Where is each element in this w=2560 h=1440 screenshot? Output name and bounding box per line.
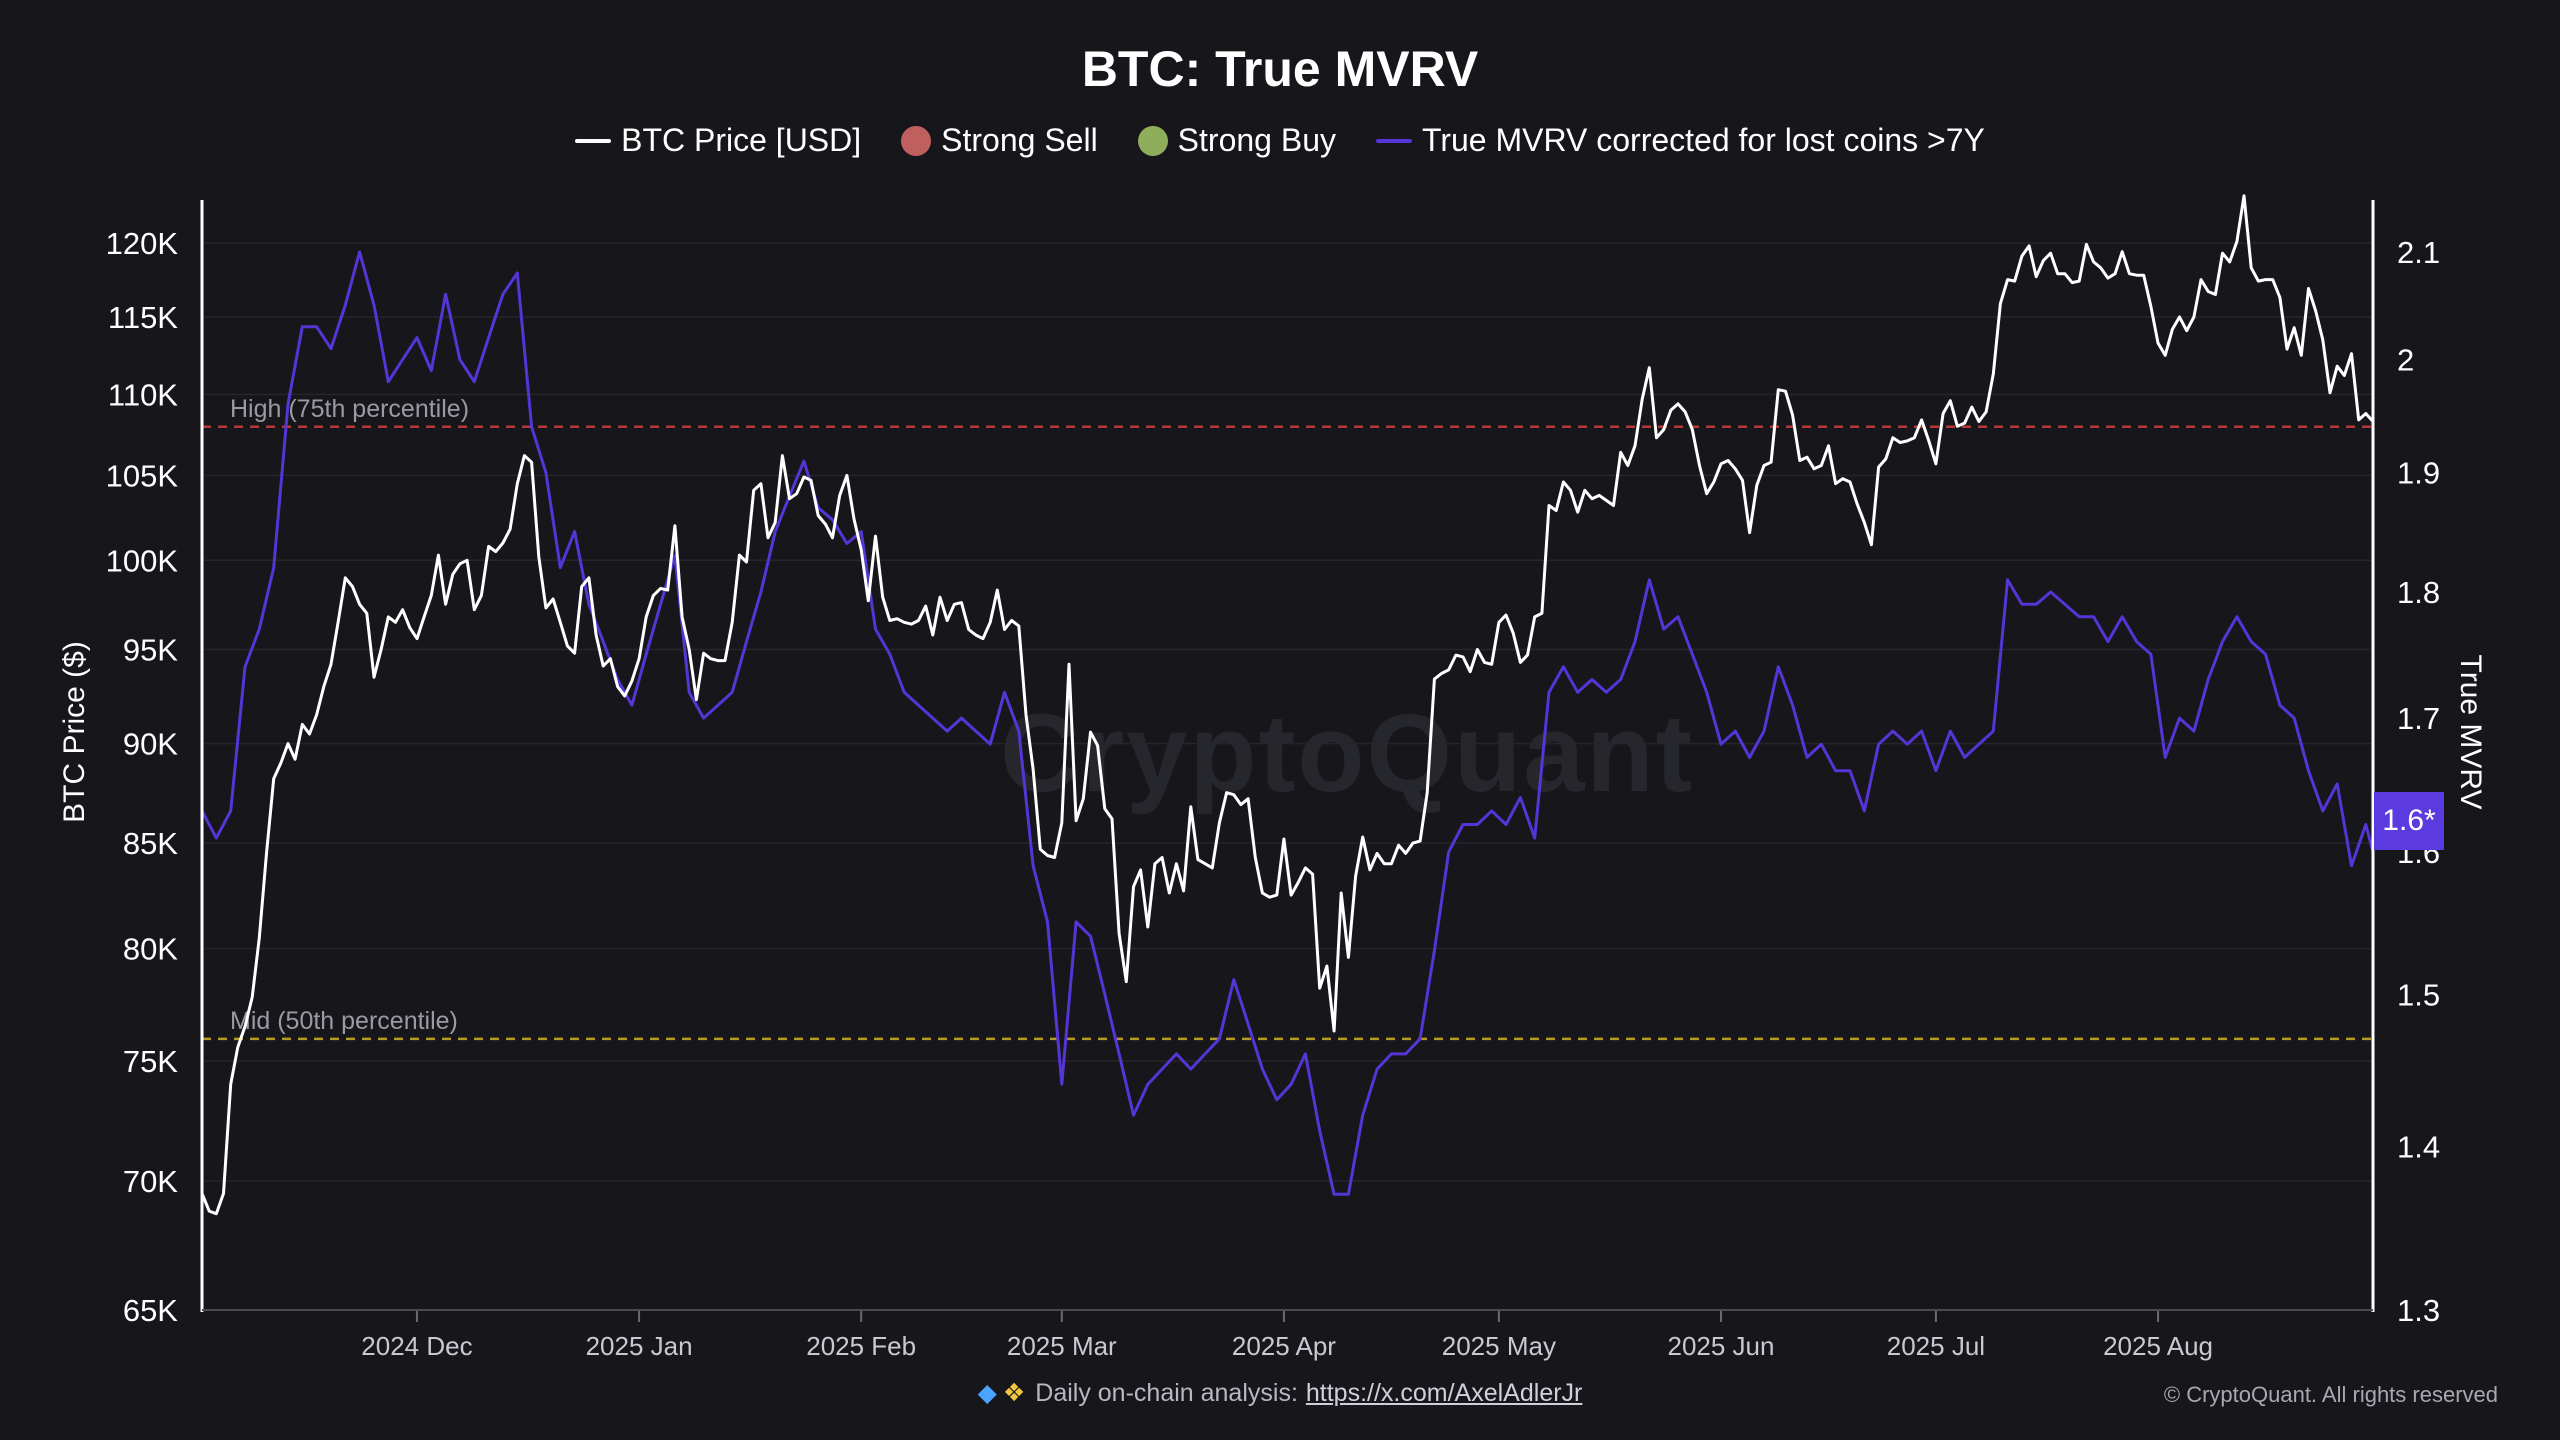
y-left-tick-label: 65K <box>123 1293 178 1328</box>
y-left-tick-label: 95K <box>123 633 178 668</box>
y-left-tick-label: 100K <box>106 543 179 578</box>
reference-line-label: High (75th percentile) <box>230 395 469 423</box>
legend-item-strong-buy[interactable]: Strong Buy <box>1137 122 1336 159</box>
legend-label-strong-sell: Strong Sell <box>941 122 1098 158</box>
legend-label-true-mvrv: True MVRV corrected for lost coins >7Y <box>1421 122 1985 158</box>
legend-swatch-btc-price <box>575 138 612 143</box>
series-layer <box>200 194 2375 1216</box>
reference-line-label: Mid (50th percentile) <box>230 1007 458 1035</box>
legend-swatch-true-mvrv <box>1375 138 1412 143</box>
y-axis-left-title: BTC Price ($) <box>58 641 91 823</box>
legend-swatch-strong-sell <box>901 125 932 156</box>
legend-label-strong-buy: Strong Buy <box>1177 122 1336 158</box>
legend: BTC Price [USD] Strong Sell Strong Buy T… <box>0 122 2560 159</box>
y-left-tick-label: 105K <box>106 458 179 493</box>
y-right-tick-label: 1.9 <box>2397 456 2440 491</box>
x-tick-label: 2025 Jun <box>1667 1331 1774 1361</box>
chart-title: BTC: True MVRV <box>1081 41 1479 97</box>
y-right-tick-label: 1.4 <box>2397 1129 2440 1164</box>
y-axis-right-title: True MVRV <box>2454 654 2487 810</box>
y-right-tick-label: 1.7 <box>2397 701 2440 736</box>
y-left-tick-label: 90K <box>123 727 178 762</box>
y-left-tick-label: 70K <box>123 1164 178 1199</box>
footer-link[interactable]: https://x.com/AxelAdlerJr <box>1305 1379 1583 1407</box>
y-right-tick-label: 1.3 <box>2397 1293 2440 1328</box>
grid-layer <box>202 242 2373 1311</box>
current-value-badge: 1.6* <box>2374 792 2444 850</box>
legend-item-true-mvrv[interactable]: True MVRV corrected for lost coins >7Y <box>1375 122 1985 159</box>
x-tick-label: 2025 Jul <box>1887 1331 1985 1361</box>
y-left-tick-label: 85K <box>123 826 178 861</box>
y-left-tick-label: 120K <box>106 226 179 261</box>
x-tick-label: 2025 Mar <box>1007 1331 1117 1361</box>
x-tick-label: 2025 Aug <box>2103 1331 2213 1361</box>
x-tick-label: 2025 Jan <box>586 1331 693 1361</box>
series-line-btc-price <box>200 194 2375 1216</box>
y-right-tick-label: 2 <box>2397 343 2414 378</box>
footer: ◆ ❖ Daily on-chain analysis: https://x.com/… <box>0 1378 2560 1408</box>
x-tick-label: 2025 May <box>1442 1331 1556 1361</box>
y-left-tick-label: 80K <box>123 932 178 967</box>
y-left-tick-label: 75K <box>123 1044 178 1079</box>
x-tick-label: 2025 Feb <box>806 1331 916 1361</box>
reference-lines-layer: High (75th percentile) Mid (50th percenti… <box>202 395 2373 1041</box>
legend-item-btc-price[interactable]: BTC Price [USD] <box>575 122 861 159</box>
y-right-tick-label: 1.5 <box>2397 977 2440 1012</box>
copyright: © CryptoQuant. All rights reserved <box>2163 1382 2498 1407</box>
footer-text: Daily on-chain analysis: <box>1035 1379 1298 1407</box>
y-right-tick-label: 1.8 <box>2397 575 2440 610</box>
x-tick-label: 2024 Dec <box>361 1331 472 1361</box>
legend-item-strong-sell[interactable]: Strong Sell <box>901 122 1098 159</box>
y-right-tick-label: 2.1 <box>2397 235 2440 270</box>
legend-label-btc-price: BTC Price [USD] <box>621 122 862 158</box>
gem-icon: ◆ <box>977 1379 997 1407</box>
x-tick-label: 2025 Apr <box>1232 1331 1336 1361</box>
series-line-true-mvrv <box>200 250 2375 1196</box>
hands-icon: ❖ <box>1002 1379 1026 1407</box>
y-left-tick-label: 110K <box>108 377 178 412</box>
y-left-tick-label: 115K <box>108 300 178 335</box>
legend-swatch-strong-buy <box>1137 125 1168 156</box>
watermark: CryptoQuant <box>1000 692 1695 815</box>
axis-layer: 65K 70K 75K 80K 85K 90K 95K 100K 105K 110K 115K 120… <box>106 200 2440 1361</box>
